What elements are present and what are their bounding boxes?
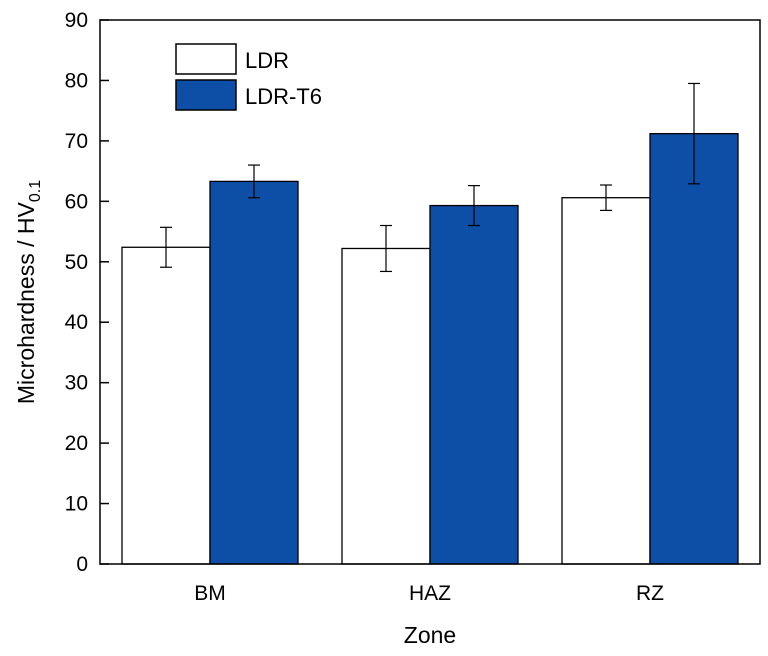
y-axis-label-text: Microhardness / HV bbox=[13, 201, 39, 404]
y-tick-label-10: 10 bbox=[65, 493, 88, 516]
x-tick-label-rz: RZ bbox=[636, 582, 664, 605]
bar-rz-ldr-t6 bbox=[649, 132, 739, 565]
legend-swatch-ldr bbox=[175, 43, 237, 75]
y-tick-label-0: 0 bbox=[76, 553, 88, 576]
y-tick-label-80: 80 bbox=[65, 69, 88, 92]
y-axis-label-subscript: 0.1 bbox=[27, 180, 44, 202]
plot-frame bbox=[99, 19, 761, 565]
y-axis-ticks: 0 10 20 30 40 50 60 70 80 90 bbox=[65, 9, 109, 576]
x-axis-label: Zone bbox=[404, 622, 456, 648]
y-tick-label-50: 50 bbox=[65, 251, 88, 274]
x-tick-label-bm: BM bbox=[194, 582, 226, 605]
x-axis-ticks: BM HAZ RZ bbox=[194, 555, 664, 605]
x-tick-label-haz: HAZ bbox=[409, 582, 451, 605]
y-tick-label-60: 60 bbox=[65, 190, 88, 213]
bar-bm-ldr bbox=[121, 246, 211, 565]
legend-label-ldr-t6: LDR-T6 bbox=[245, 84, 322, 109]
y-tick-label-70: 70 bbox=[65, 130, 88, 153]
y-tick-label-30: 30 bbox=[65, 372, 88, 395]
y-tick-label-40: 40 bbox=[65, 311, 88, 334]
y-tick-label-20: 20 bbox=[65, 432, 88, 455]
bars bbox=[121, 132, 739, 565]
error-bars bbox=[160, 82, 700, 273]
legend-swatch-ldr-t6 bbox=[175, 79, 237, 111]
bar-rz-ldr bbox=[561, 197, 651, 565]
bar-haz-ldr bbox=[341, 247, 431, 565]
legend-label-ldr: LDR bbox=[245, 48, 289, 73]
bar-haz-ldr-t6 bbox=[429, 204, 519, 565]
y-tick-label-90: 90 bbox=[65, 9, 88, 32]
y-axis-label: Microhardness / HV0.1 bbox=[13, 180, 44, 404]
bar-bm-ldr-t6 bbox=[209, 180, 299, 565]
legend: LDR LDR-T6 bbox=[175, 43, 322, 111]
